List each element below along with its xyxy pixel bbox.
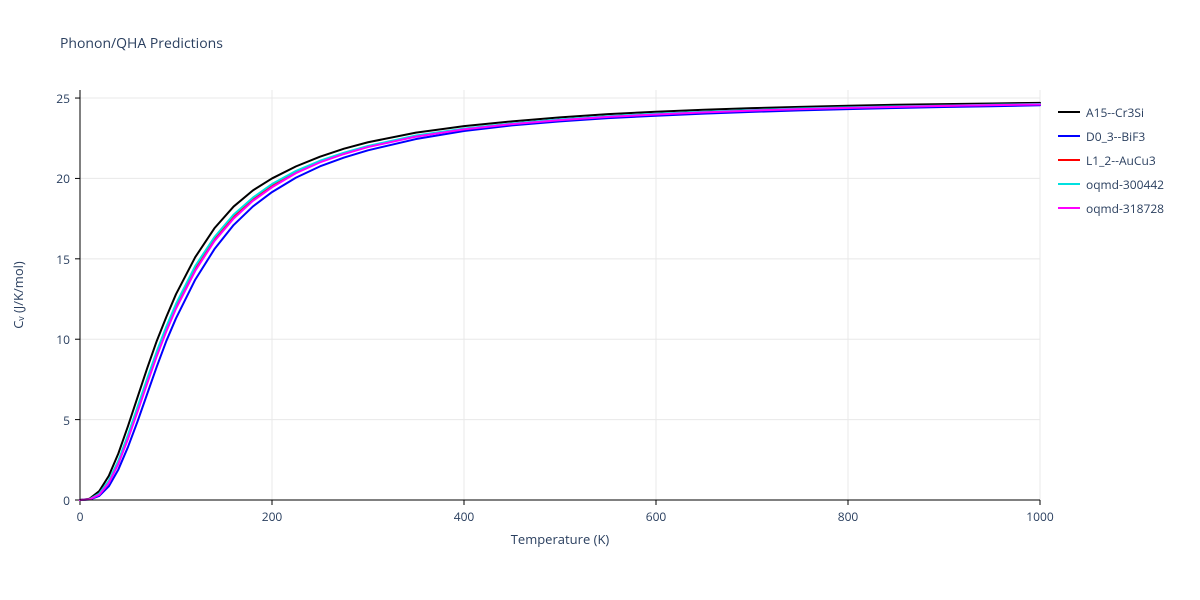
y-tick-label: 10 [35,331,70,348]
x-tick-label: 600 [636,508,676,525]
series-line [80,105,1040,500]
series-line [80,104,1040,500]
y-tick-label: 15 [35,251,70,268]
y-tick-label: 25 [35,90,70,107]
legend-label: A15--Cr3Si [1086,104,1144,121]
series-line [80,104,1040,500]
legend-item[interactable]: oqmd-300442 [1058,174,1164,194]
legend-swatch [1058,207,1080,209]
x-tick-label: 800 [828,508,868,525]
x-tick-label: 1000 [1020,508,1060,525]
y-axis-label: Cᵥ (J/K/mol) [9,261,27,329]
legend: A15--Cr3Si D0_3--BiF3 L1_2--AuCu3 oqmd-3004… [1058,102,1164,222]
legend-swatch [1058,159,1080,161]
legend-label: D0_3--BiF3 [1086,128,1145,145]
y-tick-label: 0 [35,492,70,509]
y-tick-label: 20 [35,170,70,187]
x-tick-label: 400 [444,508,484,525]
legend-item[interactable]: D0_3--BiF3 [1058,126,1164,146]
legend-label: oqmd-318728 [1086,200,1164,217]
series-line [80,103,1040,500]
legend-item[interactable]: A15--Cr3Si [1058,102,1164,122]
legend-swatch [1058,183,1080,185]
x-tick-label: 200 [252,508,292,525]
x-axis-label: Temperature (K) [500,530,620,548]
y-tick-label: 5 [35,412,70,429]
legend-label: oqmd-300442 [1086,176,1164,193]
chart-title: Phonon/QHA Predictions [60,34,223,53]
legend-item[interactable]: oqmd-318728 [1058,198,1164,218]
legend-swatch [1058,111,1080,113]
x-tick-label: 0 [60,508,100,525]
series-line [80,104,1040,500]
legend-item[interactable]: L1_2--AuCu3 [1058,150,1164,170]
legend-swatch [1058,135,1080,137]
legend-label: L1_2--AuCu3 [1086,152,1156,169]
